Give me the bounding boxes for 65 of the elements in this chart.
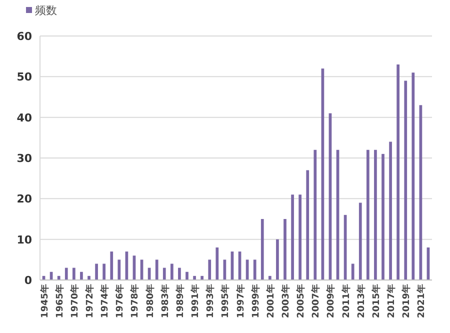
- x-tick-label: 2009年: [326, 284, 337, 318]
- x-tick-label: 2007年: [310, 284, 322, 318]
- bar: [110, 252, 114, 280]
- x-tick-label: 1965年: [54, 284, 66, 318]
- bar: [306, 170, 310, 280]
- x-tick-label: 1976年: [114, 284, 126, 318]
- bar: [412, 72, 415, 280]
- x-tick-label: 1974年: [100, 284, 111, 318]
- bar: [80, 272, 83, 280]
- bar: [155, 260, 158, 280]
- y-tick-label: 0: [24, 274, 32, 287]
- bar: [366, 150, 370, 280]
- y-tick-label: 60: [16, 30, 32, 43]
- y-tick-label: 10: [16, 233, 32, 246]
- x-tick-label: 1983年: [160, 284, 171, 318]
- x-tick-label: 1995年: [220, 284, 232, 318]
- x-tick-label: 1997年: [235, 284, 246, 318]
- bar: [170, 264, 174, 280]
- bar: [291, 194, 294, 280]
- x-tick-label: 2011年: [340, 284, 352, 318]
- x-tick-label: 1970年: [69, 284, 80, 318]
- bar: [118, 260, 121, 280]
- bar: [404, 80, 408, 280]
- bar: [162, 268, 166, 280]
- bar: [276, 239, 279, 280]
- x-tick-label: 2017年: [386, 284, 398, 318]
- bar: [208, 260, 212, 280]
- legend-label: 频数: [35, 4, 57, 17]
- x-tick-label: 1978年: [130, 284, 141, 318]
- y-tick-label: 30: [16, 152, 32, 165]
- bar: [396, 64, 400, 280]
- bar: [284, 219, 286, 280]
- y-tick-label: 50: [16, 70, 32, 84]
- bar: [389, 142, 392, 280]
- x-tick-label: 2021年: [416, 284, 428, 318]
- x-tick-label: 1989年: [174, 284, 186, 318]
- x-tick-label: 2013年: [356, 284, 367, 318]
- x-tick-label: 2003年: [280, 284, 292, 318]
- x-tick-label: 1991年: [190, 284, 202, 318]
- x-tick-label: 1993年: [205, 284, 216, 318]
- x-tick-label: 2019年: [401, 284, 412, 318]
- bar: [351, 264, 354, 280]
- bar: [382, 154, 384, 280]
- x-tick-label: 2001年: [265, 284, 276, 318]
- bar: [216, 247, 219, 280]
- x-tick-label: 1999年: [250, 284, 262, 318]
- bar: [358, 202, 362, 280]
- bar: [253, 260, 256, 280]
- bar: [186, 272, 188, 280]
- bar: [95, 264, 98, 280]
- bar: [260, 219, 264, 280]
- x-tick-label: 2005年: [296, 284, 307, 318]
- y-tick-label: 20: [16, 192, 32, 206]
- bar: [314, 150, 317, 280]
- bar: [178, 268, 181, 280]
- x-tick-label: 2015年: [370, 284, 382, 318]
- bar: [374, 150, 377, 280]
- x-tick-label: 1945年: [39, 284, 50, 318]
- y-tick-label: 40: [16, 111, 32, 124]
- x-tick-label: 1980年: [144, 284, 156, 318]
- bar: [64, 268, 68, 280]
- bar: [72, 268, 76, 280]
- x-tick-label: 1972年: [84, 284, 96, 318]
- bar: [298, 194, 302, 280]
- bar: [102, 264, 106, 280]
